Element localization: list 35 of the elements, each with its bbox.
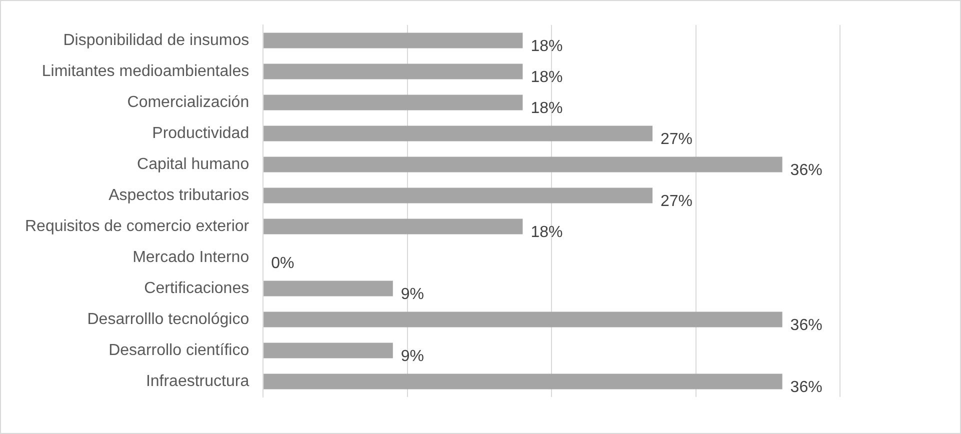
bar (264, 32, 523, 48)
y-tick-label: Requisitos de comercio exterior (25, 218, 250, 235)
data-label: 9% (400, 348, 424, 365)
bar (264, 94, 523, 110)
data-label: 18% (530, 224, 563, 241)
bar (264, 126, 653, 142)
y-tick-label: Infraestructura (146, 372, 250, 390)
bar (264, 64, 523, 80)
y-tick-label: Certificaciones (144, 280, 250, 297)
data-label: 27% (660, 192, 693, 210)
data-label: 36% (790, 316, 822, 334)
y-tick-label: Mercado Interno (132, 248, 250, 266)
y-tick-label: Desarrollo científico (108, 342, 250, 359)
data-label: 27% (660, 130, 693, 148)
data-label: 9% (400, 286, 424, 303)
bar (264, 280, 393, 296)
y-tick-label: Comercialización (127, 94, 250, 111)
bar (264, 218, 523, 234)
data-label: 18% (530, 100, 563, 117)
bar (264, 342, 393, 358)
bar (264, 312, 782, 328)
bar (264, 188, 653, 204)
bar (264, 374, 782, 390)
data-label: 0% (271, 254, 294, 272)
y-tick-label: Disponibilidad de insumos (63, 32, 250, 49)
data-label: 18% (530, 38, 563, 55)
data-label: 18% (530, 68, 563, 86)
data-label: 36% (790, 378, 822, 396)
y-tick-label: Desarrolllo tecnológico (87, 310, 250, 328)
y-tick-label: Capital humano (137, 156, 250, 173)
data-label: 36% (790, 162, 822, 179)
y-tick-label: Productividad (152, 124, 250, 142)
y-tick-label: Aspectos tributarios (108, 186, 250, 204)
bar (264, 156, 782, 172)
y-tick-label: Limitantes medioambientales (42, 62, 250, 80)
